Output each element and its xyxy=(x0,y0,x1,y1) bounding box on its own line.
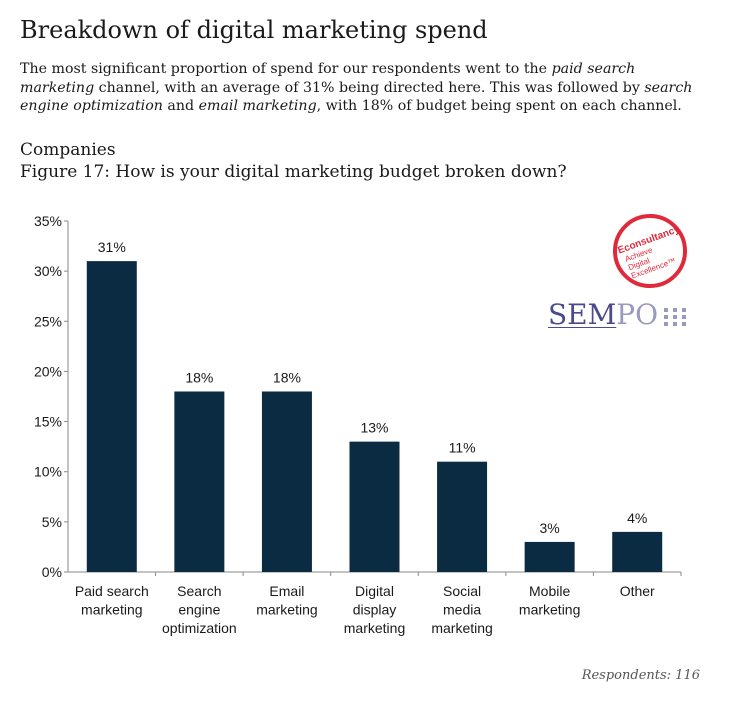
bar-data-label: 3% xyxy=(540,520,560,536)
x-tick-label: display xyxy=(353,602,397,618)
intro-text: , with 18% of budget being spent on each… xyxy=(316,98,682,115)
intro-emphasis: email marketing xyxy=(198,98,317,115)
bar xyxy=(174,391,225,572)
bar-data-label: 11% xyxy=(449,440,476,456)
x-tick-label: Digital xyxy=(355,583,394,599)
respondents-note: Respondents: 116 xyxy=(581,668,700,683)
x-tick-label: marketing xyxy=(344,620,405,636)
group-label: Companies xyxy=(20,140,116,160)
x-tick-label: marketing xyxy=(81,602,142,618)
bar xyxy=(524,541,575,572)
y-tick-label: 20% xyxy=(34,363,62,379)
y-tick-label: 25% xyxy=(34,313,62,329)
y-tick-label: 5% xyxy=(42,514,62,530)
x-tick-label: marketing xyxy=(519,602,580,618)
figure-caption: Figure 17: How is your digital marketing… xyxy=(20,162,567,182)
sempo-logo: SEMPO xyxy=(548,298,688,332)
x-tick-label: Search xyxy=(177,583,221,599)
bar-data-label: 13% xyxy=(360,420,388,436)
econsultancy-logo: Econsultancy Achieve Digital Excellence™ xyxy=(613,214,687,288)
bar xyxy=(349,441,400,572)
y-tick-label: 30% xyxy=(34,263,62,279)
intro-emphasis: paid search marketing xyxy=(20,61,636,96)
x-tick-label: engine xyxy=(178,602,220,618)
y-tick-label: 15% xyxy=(34,414,62,430)
sempo-logo-po: PO xyxy=(616,298,659,331)
bar-data-label: 4% xyxy=(627,510,647,526)
intro-paragraph: The most significant proportion of spend… xyxy=(20,60,710,116)
bar-data-label: 31% xyxy=(98,239,126,255)
bar xyxy=(261,391,312,572)
x-tick-label: marketing xyxy=(431,620,492,636)
x-tick-label: Mobile xyxy=(529,583,570,599)
bar xyxy=(437,461,488,572)
x-tick-label: optimization xyxy=(162,620,237,636)
x-tick-label: marketing xyxy=(256,602,317,618)
page-title: Breakdown of digital marketing spend xyxy=(20,16,488,44)
intro-text: and xyxy=(162,98,199,115)
intro-text: channel, with an average of 31% being di… xyxy=(94,79,645,96)
x-tick-label: Social xyxy=(443,583,481,599)
bar-chart: 0% 5% 10% 15% 20% 25% 30% 35% 31% Paid search mark… xyxy=(34,213,682,636)
x-tick-label: Other xyxy=(620,583,655,599)
sempo-logo-sem: SEM xyxy=(548,298,617,331)
y-tick-label: 10% xyxy=(34,464,62,480)
x-tick-label: media xyxy=(443,602,481,618)
intro-text: The most significant proportion of spend… xyxy=(20,61,552,77)
bar xyxy=(612,531,663,572)
x-tick-label: Email xyxy=(269,583,304,599)
bar-data-label: 18% xyxy=(185,369,213,385)
x-tick-label: Paid search xyxy=(75,583,149,599)
bar-data-label: 18% xyxy=(273,369,301,385)
bar xyxy=(86,261,137,572)
intro-emphasis: search engine optimization xyxy=(20,79,693,115)
y-tick-label: 35% xyxy=(34,213,62,229)
sempo-dots-icon xyxy=(664,307,687,326)
y-tick-label: 0% xyxy=(42,564,62,580)
